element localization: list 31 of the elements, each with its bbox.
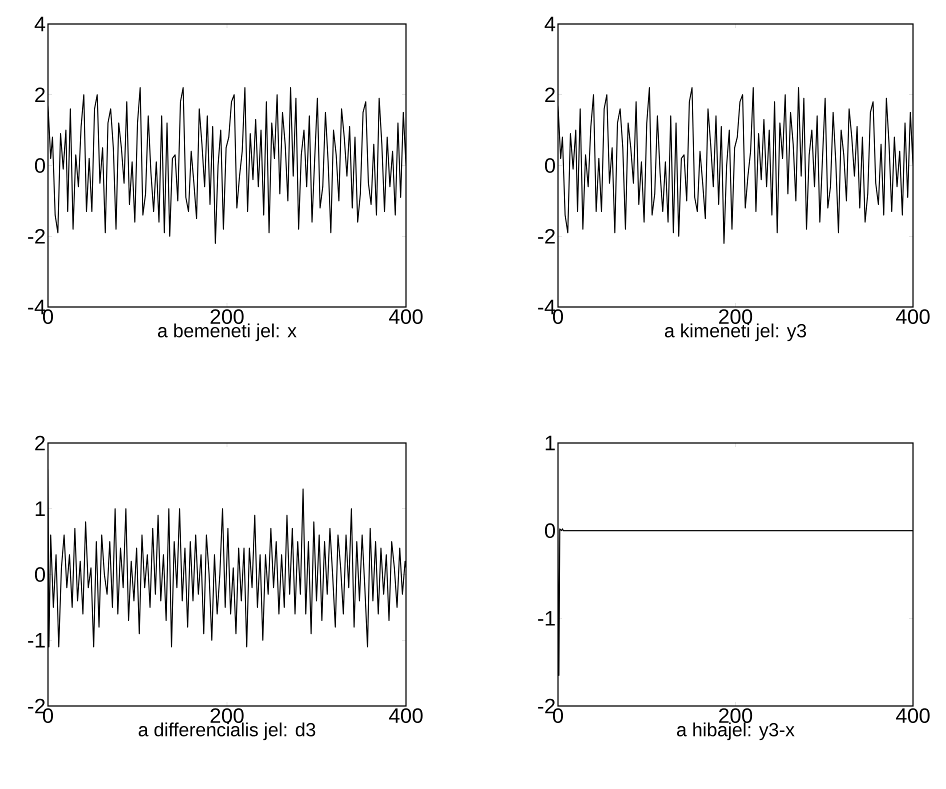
y-tick-label: -4 xyxy=(28,300,46,314)
x-axis-title: a hibajel: y3-x xyxy=(677,722,795,740)
x-tick-label: 400 xyxy=(896,309,930,324)
x-axis-title: a differencialis jel: d3 xyxy=(138,722,316,740)
y-tick-label: -2 xyxy=(538,228,555,244)
x-tick-label: 400 xyxy=(389,708,423,724)
y-tick-label: 0 xyxy=(34,567,45,582)
x-tick-label: 200 xyxy=(719,708,752,724)
y-tick-label: 1 xyxy=(36,502,45,516)
y-tick-label: -2 xyxy=(538,698,555,714)
y-tick-label: 1 xyxy=(546,436,555,450)
x-tick-label: 200 xyxy=(210,708,244,724)
y-tick-label: 0 xyxy=(544,158,555,173)
x-tick-label: 400 xyxy=(896,708,930,724)
x-tick-label: 400 xyxy=(389,309,423,324)
x-axis-title: a kimeneti jel: y3 xyxy=(664,324,806,342)
y-tick-label: -1 xyxy=(28,633,45,648)
y-tick-label: 2 xyxy=(545,87,555,102)
y-tick-label: 4 xyxy=(34,16,46,32)
x-tick-label: 200 xyxy=(719,309,752,324)
x-axis-title: a bemeneti jel: x xyxy=(158,324,297,342)
y-tick-label: 4 xyxy=(544,16,556,32)
y-tick-label: -1 xyxy=(538,611,555,626)
y-tick-label: 2 xyxy=(35,436,45,450)
x-tick-label: 200 xyxy=(210,309,244,324)
y-tick-label: -2 xyxy=(28,228,45,244)
y-tick-label: 0 xyxy=(34,158,45,173)
y-tick-label: 0 xyxy=(544,523,555,538)
y-tick-label: 2 xyxy=(35,87,45,102)
y-tick-label: -2 xyxy=(28,698,45,714)
y-tick-label: -4 xyxy=(538,300,556,314)
